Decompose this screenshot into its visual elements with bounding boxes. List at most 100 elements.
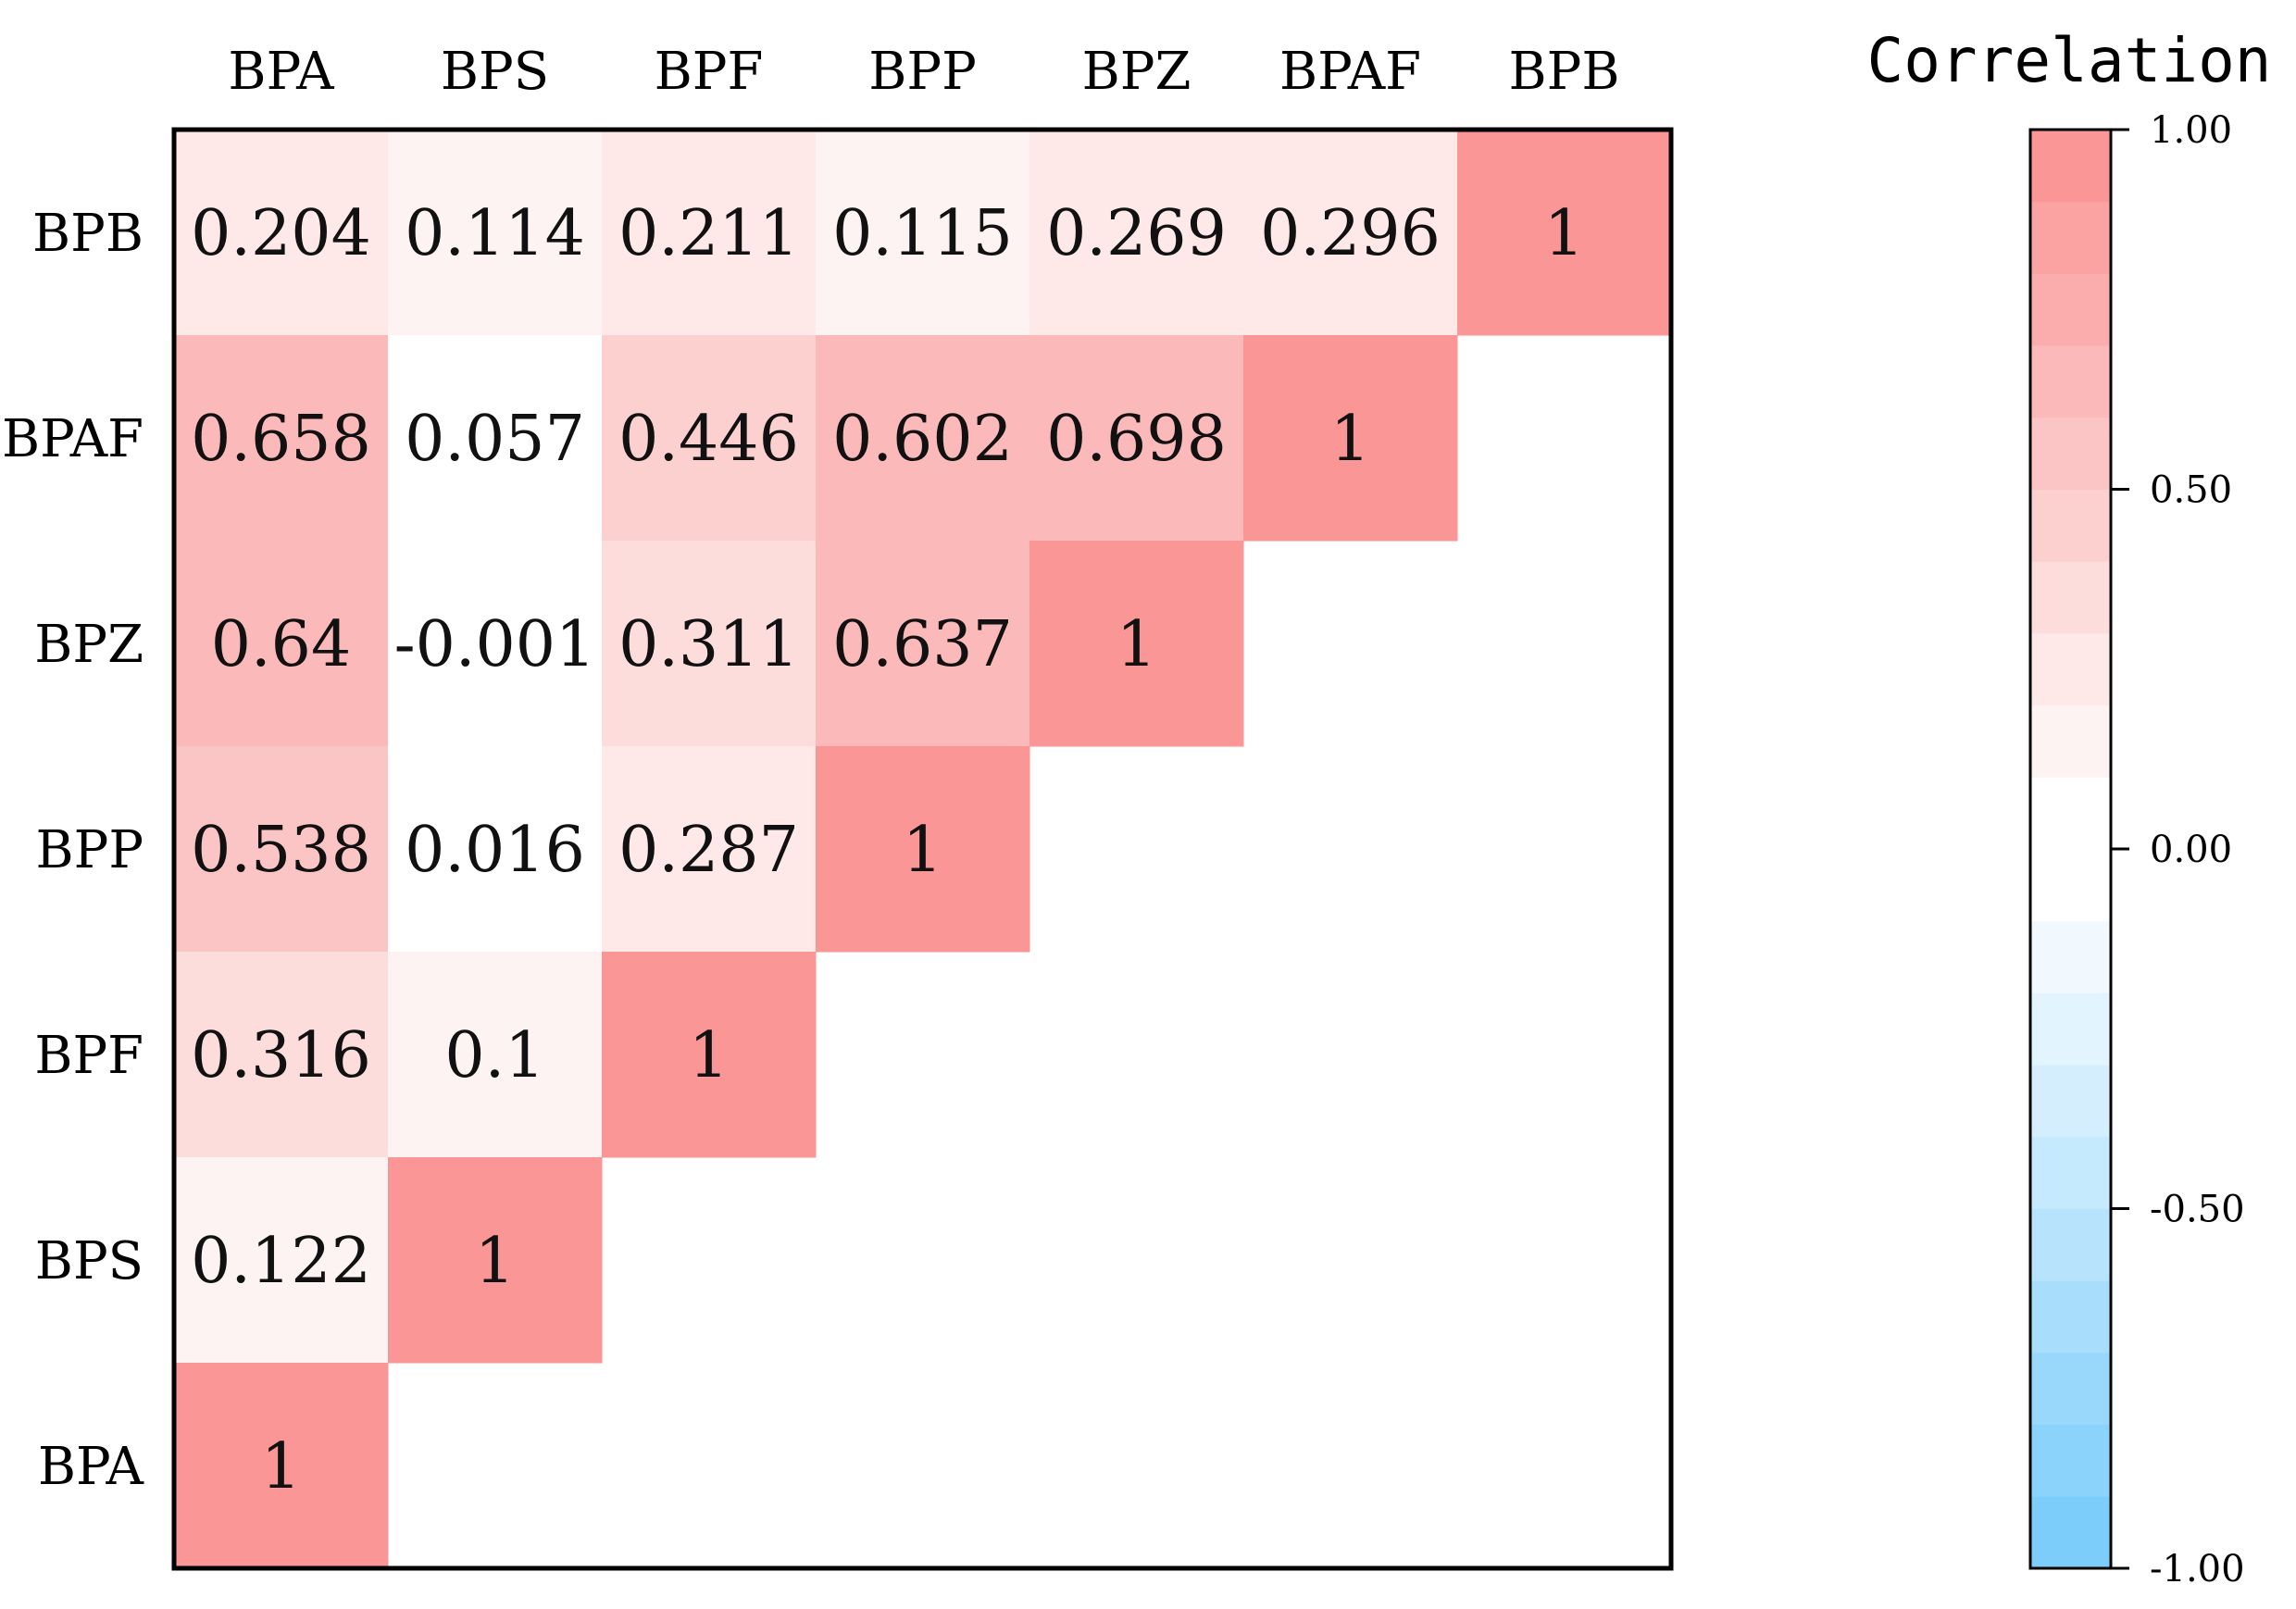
colorbar-step: [2030, 632, 2111, 706]
y-tick-label: BPS: [35, 1231, 144, 1291]
heatmap-cell: [602, 541, 817, 747]
heatmap-cell: [602, 130, 817, 336]
cell-value-label: 0.016: [405, 814, 585, 887]
cell-value-label: 1: [1117, 608, 1156, 681]
colorbar-step: [2030, 992, 2111, 1066]
heatmap-cell: [388, 130, 603, 336]
cell-value-label: 1: [689, 1019, 729, 1092]
y-tick-label: BPP: [35, 820, 144, 880]
colorbar-step: [2030, 705, 2111, 778]
heatmap-cell: [816, 130, 1030, 336]
cell-value-label: 1: [261, 1430, 301, 1503]
heatmap-cell: [816, 746, 1030, 953]
heatmap-cell: [388, 952, 603, 1158]
colorbar-step: [2030, 417, 2111, 490]
cell-value-label: 0.446: [618, 403, 799, 476]
heatmap-cell: [174, 952, 389, 1158]
colorbar-step: [2030, 201, 2111, 274]
heatmap-cell: [816, 541, 1030, 747]
colorbar-tick-label: -0.50: [2150, 1189, 2245, 1231]
colorbar-step: [2030, 1352, 2111, 1426]
cell-value-label: -0.001: [394, 608, 596, 681]
y-tick-label: BPA: [38, 1437, 144, 1497]
x-tick-label: BPP: [868, 42, 977, 102]
y-tick-label: BPAF: [2, 409, 144, 469]
colorbar-step: [2030, 849, 2111, 922]
heatmap-cell-labels: 0.204 0.114 0.211 0.115 0.269 0.296 1 0.658 0.05…: [191, 197, 1584, 1503]
heatmap-cell: [174, 746, 389, 953]
heatmap-cell: [174, 130, 389, 336]
heatmap-cell: [1243, 130, 1458, 336]
cell-value-label: 0.269: [1046, 197, 1227, 270]
colorbar-tick-label: 1.00: [2150, 109, 2232, 152]
cell-value-label: 0.204: [191, 197, 371, 270]
cell-value-label: 0.122: [191, 1225, 371, 1298]
colorbar-step: [2030, 777, 2111, 850]
heatmap-cell: [174, 335, 389, 542]
heatmap-cell: [602, 746, 817, 953]
heatmap-cell: [602, 952, 817, 1158]
cell-value-label: 0.311: [618, 608, 799, 681]
cell-value-label: 0.296: [1260, 197, 1441, 270]
cell-value-label: 0.637: [832, 608, 1013, 681]
colorbar-tick-label: 0.50: [2150, 469, 2232, 512]
colorbar-step: [2030, 273, 2111, 346]
cell-value-label: 0.211: [618, 197, 799, 270]
cell-value-label: 0.115: [832, 197, 1013, 270]
heatmap-cell: [388, 335, 603, 542]
x-tick-label: BPF: [655, 42, 764, 102]
heatmap-cell: [1029, 541, 1244, 747]
heatmap-cell: [816, 335, 1030, 542]
cell-value-label: 0.1: [444, 1019, 544, 1092]
colorbar-tick-label: 0.00: [2150, 829, 2232, 871]
cell-value-label: 0.64: [211, 608, 351, 681]
cell-value-label: 0.114: [405, 197, 585, 270]
cell-value-label: 1: [903, 814, 942, 887]
heatmap-cell: [602, 335, 817, 542]
colorbar-step: [2030, 1280, 2111, 1353]
colorbar-step: [2030, 1136, 2111, 1209]
x-tick-label: BPS: [441, 42, 549, 102]
heatmap-cells: [174, 130, 1672, 1569]
cell-value-label: 0.658: [191, 403, 371, 476]
colorbar-ticks: 1.00 0.50 0.00 -0.50 -1.00: [2111, 109, 2245, 1590]
heatmap-cell: [388, 541, 603, 747]
x-axis-labels: BPA BPS BPF BPP BPZ BPAF BPB: [228, 42, 1619, 102]
cell-value-label: 0.698: [1046, 403, 1227, 476]
colorbar-step: [2030, 1065, 2111, 1138]
heatmap-cell: [1457, 130, 1672, 336]
colorbar-step: [2030, 1208, 2111, 1281]
y-tick-label: BPZ: [34, 615, 144, 675]
cell-value-label: 1: [1330, 403, 1370, 476]
y-axis-labels: BPB BPAF BPZ BPP BPF BPS BPA: [2, 204, 144, 1497]
colorbar-tick-label: -1.00: [2150, 1548, 2245, 1590]
heatmap-cell: [1029, 335, 1244, 542]
colorbar-step: [2030, 1496, 2111, 1569]
y-tick-label: BPB: [32, 204, 144, 264]
colorbar-step: [2030, 1424, 2111, 1497]
cell-value-label: 0.538: [191, 814, 371, 887]
colorbar-step: [2030, 489, 2111, 562]
heatmap-cell: [388, 1157, 603, 1364]
x-tick-label: BPZ: [1082, 42, 1192, 102]
heatmap-cell: [174, 1157, 389, 1364]
y-tick-label: BPF: [34, 1026, 144, 1086]
x-tick-label: BPAF: [1279, 42, 1421, 102]
x-tick-label: BPA: [228, 42, 334, 102]
heatmap-cell: [388, 746, 603, 953]
cell-value-label: 0.057: [405, 403, 585, 476]
colorbar-step: [2030, 561, 2111, 634]
heatmap-cell: [1029, 130, 1244, 336]
cell-value-label: 1: [475, 1225, 515, 1298]
heatmap-cell: [174, 541, 389, 747]
colorbar: 1.00 0.50 0.00 -0.50 -1.00 Correlation: [1866, 25, 2271, 1590]
cell-value-label: 0.602: [832, 403, 1013, 476]
heatmap-cell: [1243, 335, 1458, 542]
colorbar-step: [2030, 345, 2111, 418]
cell-value-label: 1: [1544, 197, 1584, 270]
x-tick-label: BPB: [1509, 42, 1620, 102]
heatmap-frame: [171, 127, 1674, 1571]
cell-value-label: 0.316: [191, 1019, 371, 1092]
colorbar-steps: [2030, 130, 2111, 1569]
